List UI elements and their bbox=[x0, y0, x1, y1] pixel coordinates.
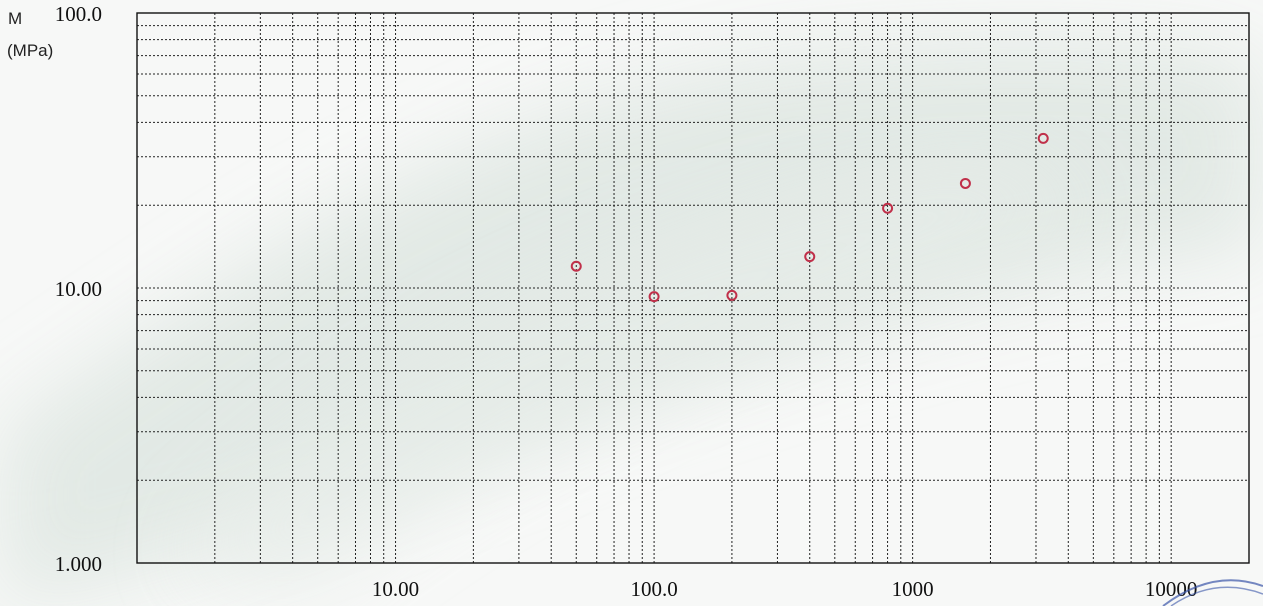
data-point bbox=[570, 260, 582, 272]
chart-grid bbox=[137, 13, 1249, 563]
data-points bbox=[570, 132, 1049, 303]
data-point bbox=[726, 289, 738, 301]
x-tick-label: 100.0 bbox=[630, 577, 677, 601]
plot-frame bbox=[136, 12, 1250, 564]
x-tick-labels: 10.00 100.0 1000 10000 bbox=[372, 577, 1198, 601]
x-tick-label: 1000 bbox=[892, 577, 934, 601]
data-point bbox=[648, 291, 660, 303]
y-tick-labels: 1.000 10.00 100.0 bbox=[55, 2, 102, 576]
y-axis-unit: (MPa) bbox=[7, 41, 53, 60]
y-tick-label: 10.00 bbox=[55, 277, 102, 301]
y-tick-label: 1.000 bbox=[55, 552, 102, 576]
y-tick-label: 100.0 bbox=[55, 2, 102, 26]
data-point bbox=[804, 251, 816, 263]
y-axis-label: M bbox=[8, 9, 22, 28]
data-point bbox=[959, 177, 971, 189]
data-point bbox=[882, 202, 894, 214]
x-tick-label: 10000 bbox=[1145, 577, 1198, 601]
data-point bbox=[1037, 132, 1049, 144]
x-tick-label: 10.00 bbox=[372, 577, 419, 601]
stamp-seal bbox=[1162, 579, 1263, 606]
